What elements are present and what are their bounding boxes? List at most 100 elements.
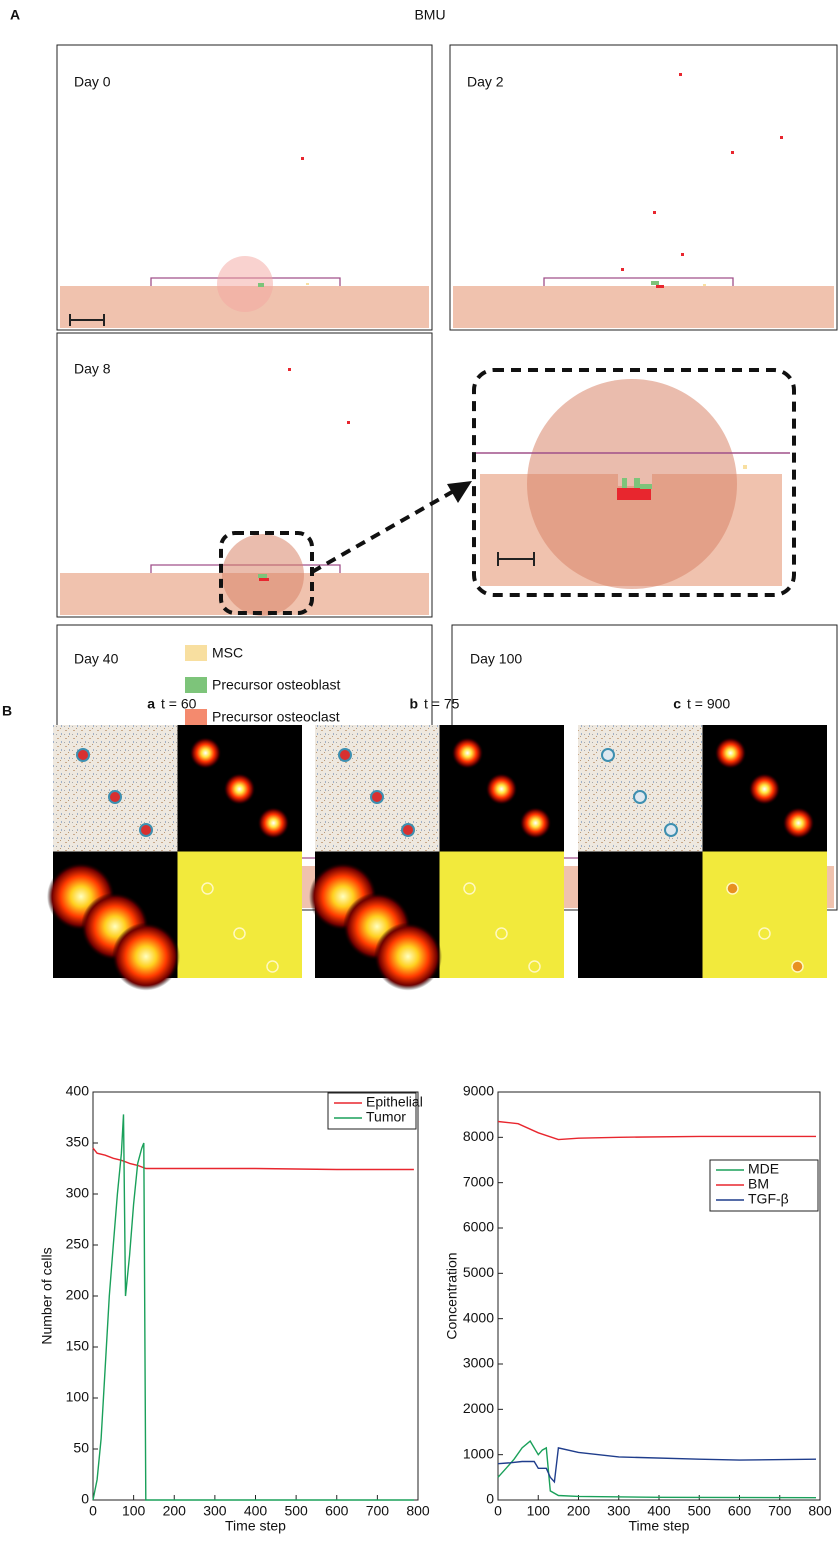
snapshot-letter: c — [673, 696, 681, 712]
cell — [780, 136, 783, 139]
legend-label: BM — [748, 1176, 769, 1192]
legend-swatch — [185, 645, 207, 661]
x-tick-label: 100 — [122, 1503, 146, 1519]
cell — [258, 574, 267, 578]
cell — [301, 157, 304, 160]
snapshot-letter: a — [147, 696, 155, 712]
cell — [703, 284, 706, 286]
y-axis-label: Number of cells — [39, 1247, 55, 1344]
glow — [374, 923, 442, 991]
cell — [621, 268, 624, 271]
glow — [452, 737, 484, 769]
glow — [715, 737, 747, 769]
x-tick-label: 700 — [366, 1503, 390, 1519]
y-tick-label: 7000 — [463, 1173, 494, 1189]
panel-label: B — [2, 703, 12, 719]
panel-label: A — [10, 7, 20, 23]
series-line — [498, 1441, 816, 1498]
cell — [371, 791, 383, 803]
x-tick-label: 0 — [89, 1503, 97, 1519]
marker — [727, 883, 738, 894]
y-tick-label: 6000 — [463, 1219, 494, 1235]
y-tick-label: 150 — [66, 1338, 90, 1354]
page: {"figure": { "panel_a_label": "A", "pane… — [0, 0, 839, 1567]
x-tick-label: 600 — [325, 1503, 349, 1519]
cell — [743, 465, 747, 469]
legend-label: Precursor osteoblast — [212, 677, 341, 693]
legend-label: Epithelial — [366, 1094, 423, 1110]
glow — [783, 807, 815, 839]
cell-map — [53, 725, 178, 852]
day-label: Day 100 — [470, 651, 522, 667]
legend-label: Tumor — [366, 1109, 406, 1125]
cell — [653, 211, 656, 214]
snapshot-time: t = 60 — [161, 696, 197, 712]
x-tick-label: 0 — [494, 1503, 502, 1519]
glow — [224, 773, 256, 805]
x-tick-label: 400 — [244, 1503, 268, 1519]
glow — [749, 773, 781, 805]
glow — [112, 923, 180, 991]
x-tick-label: 300 — [203, 1503, 227, 1519]
cell — [640, 484, 652, 489]
series-line — [498, 1122, 816, 1140]
x-tick-label: 200 — [163, 1503, 187, 1519]
y-axis-label: Concentration — [444, 1252, 460, 1339]
x-tick-label: 500 — [688, 1503, 712, 1519]
cell — [634, 478, 640, 488]
legend-label: MDE — [748, 1161, 779, 1177]
x-tick-label: 800 — [808, 1503, 832, 1519]
x-tick-label: 300 — [607, 1503, 631, 1519]
y-tick-label: 0 — [486, 1491, 494, 1507]
plot-frame — [93, 1092, 418, 1500]
y-tick-label: 2000 — [463, 1400, 494, 1416]
cell — [339, 749, 351, 761]
y-tick-label: 8000 — [463, 1128, 494, 1144]
glow — [258, 807, 290, 839]
cell-map — [578, 725, 703, 852]
cell — [651, 281, 659, 285]
x-axis-label: Time step — [629, 1518, 690, 1534]
field-map — [703, 852, 828, 979]
cell — [617, 488, 651, 500]
day-label: Day 0 — [74, 74, 111, 90]
x-tick-label: 600 — [728, 1503, 752, 1519]
focus-area — [217, 256, 273, 312]
x-tick-label: 400 — [647, 1503, 671, 1519]
y-tick-label: 9000 — [463, 1083, 494, 1099]
glow — [190, 737, 222, 769]
cell — [402, 824, 414, 836]
plot-frame — [498, 1092, 820, 1500]
bone — [453, 286, 834, 328]
y-tick-label: 5000 — [463, 1264, 494, 1280]
field-map — [578, 852, 703, 979]
day-label: Day 8 — [74, 361, 111, 377]
figure: ABMUDay 0Day 2Day 8Day 40Day 100MSCPrecu… — [0, 0, 839, 1562]
y-tick-label: 100 — [66, 1389, 90, 1405]
cell — [679, 73, 682, 76]
cell — [306, 283, 309, 285]
x-tick-label: 100 — [527, 1503, 551, 1519]
y-tick-label: 250 — [66, 1236, 90, 1252]
y-tick-label: 400 — [66, 1083, 90, 1099]
day-label: Day 40 — [74, 651, 119, 667]
legend-label: TGF-β — [748, 1191, 789, 1207]
cell — [602, 749, 614, 761]
series-line — [93, 1114, 414, 1500]
cell — [622, 478, 627, 488]
cell — [77, 749, 89, 761]
zoom-focus — [527, 379, 737, 589]
cell — [259, 578, 269, 581]
snapshot-time: t = 75 — [424, 696, 460, 712]
cell — [140, 824, 152, 836]
x-axis-label: Time step — [225, 1518, 286, 1534]
cell-map — [315, 725, 440, 852]
y-tick-label: 4000 — [463, 1309, 494, 1325]
cell — [665, 824, 677, 836]
x-tick-label: 200 — [567, 1503, 591, 1519]
marker — [792, 961, 803, 972]
field-map — [440, 852, 565, 979]
legend-label: Precursor osteoclast — [212, 709, 340, 725]
y-tick-label: 0 — [81, 1491, 89, 1507]
panel-title: BMU — [414, 7, 445, 23]
